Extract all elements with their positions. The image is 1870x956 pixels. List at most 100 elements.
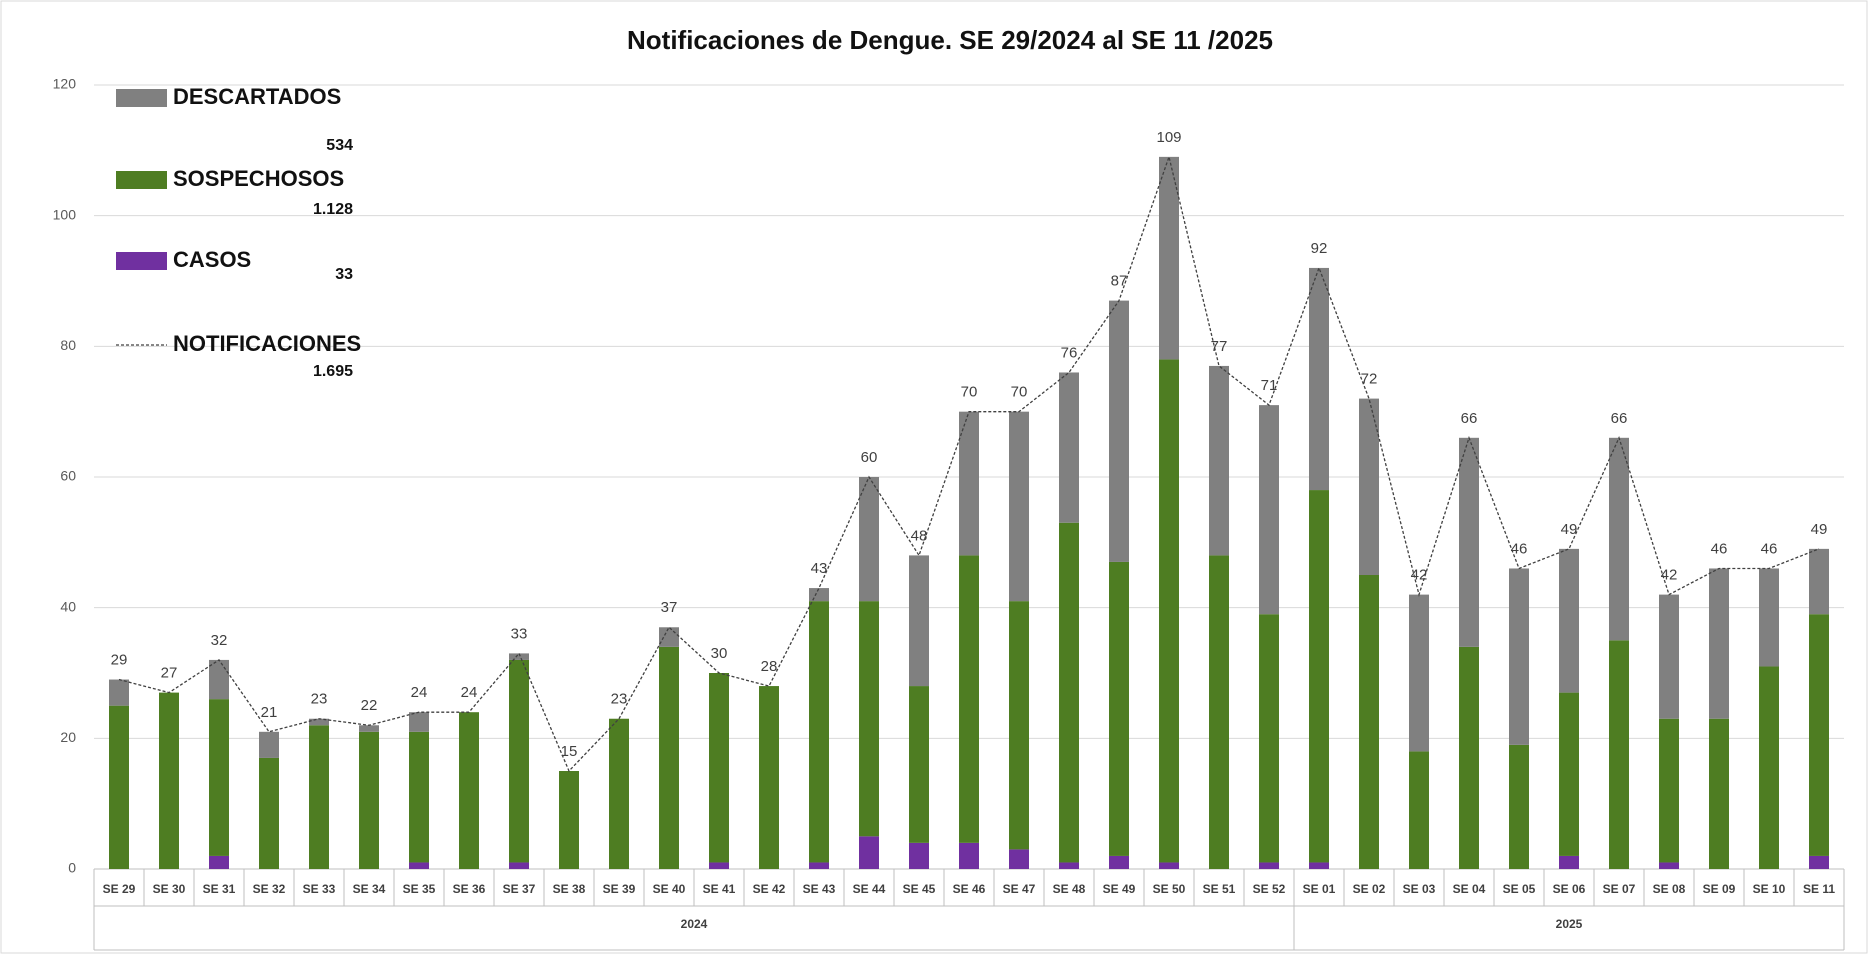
y-tick-label: 20 (60, 729, 76, 745)
x-tick-label: SE 49 (1103, 882, 1136, 896)
data-label: 109 (1156, 129, 1181, 146)
data-label: 60 (861, 449, 878, 466)
bar-segment (1559, 855, 1579, 869)
x-tick-label: SE 06 (1553, 882, 1586, 896)
bar-segment (909, 555, 929, 687)
y-tick-label: 100 (53, 206, 77, 222)
bar-segment (209, 659, 229, 700)
data-label: 49 (1561, 521, 1578, 538)
bar-segment (1409, 751, 1429, 869)
x-tick-label: SE 11 (1803, 882, 1835, 896)
data-label: 22 (361, 697, 378, 714)
bar-segment (359, 725, 379, 732)
bar-segment (409, 712, 429, 732)
x-tick-label: SE 32 (253, 882, 286, 896)
bar-segment (309, 725, 329, 869)
x-tick-label: SE 05 (1503, 882, 1536, 896)
bar-segment (509, 653, 529, 660)
legend-label: CASOS (173, 247, 251, 272)
x-tick-label: SE 02 (1353, 882, 1386, 896)
bar-segment (1009, 601, 1029, 850)
y-tick-label: 120 (53, 76, 77, 92)
bar-segment (1759, 666, 1779, 869)
bar-segment (1709, 718, 1729, 869)
bar-segment (859, 601, 879, 837)
bar-segment (1109, 300, 1129, 562)
bar-segment (459, 712, 479, 869)
x-tick-label: SE 38 (553, 882, 586, 896)
bar-segment (1809, 614, 1829, 856)
bar-segment (959, 555, 979, 843)
data-label: 76 (1061, 344, 1078, 361)
x-tick-label: SE 41 (703, 882, 736, 896)
legend-swatch (116, 89, 167, 107)
x-tick-label: SE 34 (353, 882, 386, 896)
data-label: 32 (211, 632, 228, 649)
x-tick-label: SE 04 (1453, 882, 1486, 896)
data-label: 33 (511, 625, 528, 642)
data-label: 42 (1661, 567, 1678, 584)
bar-segment (509, 862, 529, 869)
bar-segment (1809, 855, 1829, 869)
bar-segment (1559, 548, 1579, 693)
bar-segment (309, 718, 329, 726)
bar-segment (1609, 437, 1629, 641)
data-label: 23 (311, 691, 328, 708)
legend-swatch (116, 252, 167, 270)
data-label: 92 (1311, 240, 1328, 257)
data-label: 15 (561, 743, 578, 760)
bar-segment (409, 731, 429, 863)
data-label: 66 (1461, 410, 1478, 427)
data-label: 29 (111, 652, 128, 669)
x-tick-label: SE 39 (603, 882, 636, 896)
bar-segment (159, 692, 179, 869)
bar-segment (1209, 365, 1229, 556)
legend-swatch (116, 171, 167, 189)
bar-segment (809, 862, 829, 869)
bar-segment (1759, 568, 1779, 667)
data-label: 24 (461, 684, 478, 701)
bar-segment (659, 646, 679, 869)
bar-segment (1409, 594, 1429, 752)
bar-segment (1609, 640, 1629, 869)
data-label: 43 (811, 560, 828, 577)
bar-segment (259, 731, 279, 758)
data-label: 66 (1611, 410, 1628, 427)
y-tick-label: 40 (60, 598, 76, 614)
bar-segment (1009, 849, 1029, 869)
x-tick-label: SE 37 (503, 882, 536, 896)
x-tick-label: SE 35 (403, 882, 436, 896)
x-tick-label: SE 48 (1053, 882, 1086, 896)
bar-segment (1109, 855, 1129, 869)
legend-total: 1.128 (313, 201, 353, 218)
data-label: 24 (411, 684, 428, 701)
x-tick-label: SE 47 (1003, 882, 1036, 896)
bar-segment (1309, 267, 1329, 491)
x-tick-label: SE 08 (1653, 882, 1686, 896)
bar-segment (759, 686, 779, 869)
data-label: 46 (1761, 540, 1778, 557)
bar-segment (859, 477, 879, 602)
bar-segment (359, 731, 379, 869)
data-label: 46 (1511, 540, 1528, 557)
data-label: 48 (911, 527, 928, 544)
bar-segment (909, 686, 929, 843)
bar-segment (1459, 437, 1479, 647)
x-tick-label: SE 30 (153, 882, 186, 896)
bar-segment (809, 588, 829, 602)
data-label: 42 (1411, 567, 1428, 584)
bar-segment (1559, 692, 1579, 856)
bar-segment (209, 699, 229, 856)
x-group-label: 2024 (681, 917, 708, 931)
x-tick-label: SE 33 (303, 882, 336, 896)
legend-label: SOSPECHOSOS (173, 166, 344, 191)
data-label: 27 (161, 665, 178, 682)
x-tick-label: SE 51 (1203, 882, 1236, 896)
data-label: 71 (1261, 377, 1278, 394)
x-tick-label: SE 52 (1253, 882, 1286, 896)
bar-segment (1009, 411, 1029, 602)
bar-segment (1659, 594, 1679, 719)
bar-segment (859, 836, 879, 869)
bar-segment (809, 601, 829, 863)
data-label: 87 (1111, 273, 1128, 290)
